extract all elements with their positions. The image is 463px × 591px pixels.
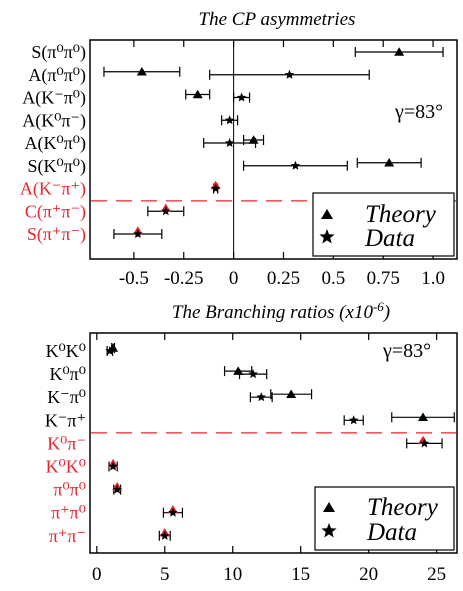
data-point <box>161 206 171 216</box>
legend: Theory Data <box>312 192 455 257</box>
x-tick-label: 25 <box>427 564 446 585</box>
branching-ratios-panel: The Branching ratios (x10-6) K⁰K⁰ K⁰π⁰ K⁻π… <box>45 299 458 585</box>
row-label: A(K⁰π⁻) <box>22 110 86 131</box>
chart-title: The CP asymmetries <box>199 9 356 30</box>
theory-point <box>136 67 147 76</box>
data-point <box>290 160 301 170</box>
legend-box <box>314 486 455 551</box>
theory-point <box>394 47 405 56</box>
x-tick-label: 5 <box>160 564 170 585</box>
data-point <box>248 369 258 379</box>
plot-frame <box>89 332 458 554</box>
theory-point <box>286 389 297 398</box>
legend-star-shape <box>319 229 335 244</box>
legend-triangle-marker <box>323 502 335 512</box>
data-point <box>284 69 295 79</box>
data-point <box>210 183 221 193</box>
theory-point <box>233 366 244 375</box>
legend-data-label: Data <box>366 519 417 546</box>
row-label: K⁰K⁰ <box>46 457 86 477</box>
row-label: π⁺π⁻ <box>49 526 86 546</box>
x-tick-label: 0.5 <box>321 268 345 289</box>
data-point <box>108 461 118 471</box>
data-point <box>419 438 430 448</box>
gamma-label: γ=83° <box>394 101 443 123</box>
legend-box <box>312 192 455 257</box>
row-label: π⁰π⁰ <box>53 480 86 500</box>
gamma-label: γ=83° <box>382 340 431 362</box>
y-axis-labels: S(π⁰π⁰)A(π⁰π⁰)A(K⁻π⁰)A(K⁰π⁻)A(K⁰π⁰)S(K⁰π… <box>20 42 86 245</box>
chart-title: The Branching ratios (x10-6) <box>172 299 390 323</box>
data-point <box>168 507 178 517</box>
plot-area <box>91 343 456 541</box>
x-tick-label: 0 <box>92 564 102 585</box>
x-tick-label: 0.25 <box>267 268 300 289</box>
legend-triangle-marker <box>321 209 333 219</box>
data-point <box>160 530 170 540</box>
theory-point <box>384 158 395 167</box>
row-label: π⁺π⁰ <box>51 503 86 523</box>
gamma-text: γ=83° <box>382 340 431 362</box>
row-label: S(π⁰π⁰) <box>31 42 86 63</box>
row-label: S(π⁺π⁻) <box>27 224 86 245</box>
legend-theory-label: Theory <box>365 201 437 228</box>
data-point <box>348 415 359 425</box>
x-axis-ticks: 0 5 10 15 20 25 <box>92 333 446 585</box>
row-label: K⁻π⁰ <box>47 387 86 407</box>
row-label: A(π⁰π⁰) <box>28 65 86 86</box>
legend-data-label: Data <box>364 225 415 252</box>
row-label: K⁰π⁰ <box>49 364 86 384</box>
x-tick-label: 15 <box>291 564 310 585</box>
data-point <box>224 138 235 148</box>
x-tick-label: -0.5 <box>119 268 149 289</box>
data-point <box>133 229 143 239</box>
row-label: C(π⁺π⁻) <box>25 201 86 222</box>
x-tick-label: 1.0 <box>421 268 445 289</box>
theory-point <box>192 89 203 99</box>
x-tick-label: 20 <box>359 564 378 585</box>
legend-theory-label: Theory <box>367 494 439 521</box>
data-point <box>105 346 115 356</box>
x-tick-label: 0 <box>229 268 239 289</box>
plot-frame <box>89 39 458 260</box>
gamma-text: γ=83° <box>394 101 443 123</box>
legend-star-shape <box>321 523 337 538</box>
data-point <box>236 92 247 102</box>
row-label: A(K⁰π⁰) <box>24 133 86 154</box>
title-superscript: -6 <box>373 299 384 314</box>
row-label: A(K⁻π⁺) <box>20 179 86 200</box>
x-tick-label: 0.75 <box>367 268 400 289</box>
x-tick-label: 10 <box>223 564 242 585</box>
theory-point <box>418 412 429 422</box>
title-end: ) <box>383 302 390 323</box>
data-point <box>224 115 235 125</box>
x-tick-label: -0.25 <box>164 268 204 289</box>
row-label: K⁰K⁰ <box>46 341 86 361</box>
row-label: K⁰π⁻ <box>47 433 86 453</box>
row-label: S(K⁰π⁰) <box>27 156 86 177</box>
title-main: The Branching ratios (x10 <box>172 302 374 323</box>
legend: Theory Data <box>314 486 455 551</box>
data-point <box>256 392 267 402</box>
legend-star-marker <box>321 523 337 538</box>
data-point <box>112 484 122 494</box>
cp-asymmetries-panel: The CP asymmetries S(π⁰π⁰)A(π⁰π⁰)A(K⁻π⁰)… <box>20 9 458 289</box>
legend-star-marker <box>319 229 335 244</box>
theory-point <box>248 135 259 144</box>
row-label: A(K⁻π⁰) <box>22 88 86 109</box>
y-axis-labels: K⁰K⁰ K⁰π⁰ K⁻π⁰ K⁻π⁺ K⁰π⁻ K⁰K⁰ π⁰π⁰ π⁺π⁰ π⁺π⁻ <box>45 341 86 546</box>
row-label: K⁻π⁺ <box>45 410 86 430</box>
